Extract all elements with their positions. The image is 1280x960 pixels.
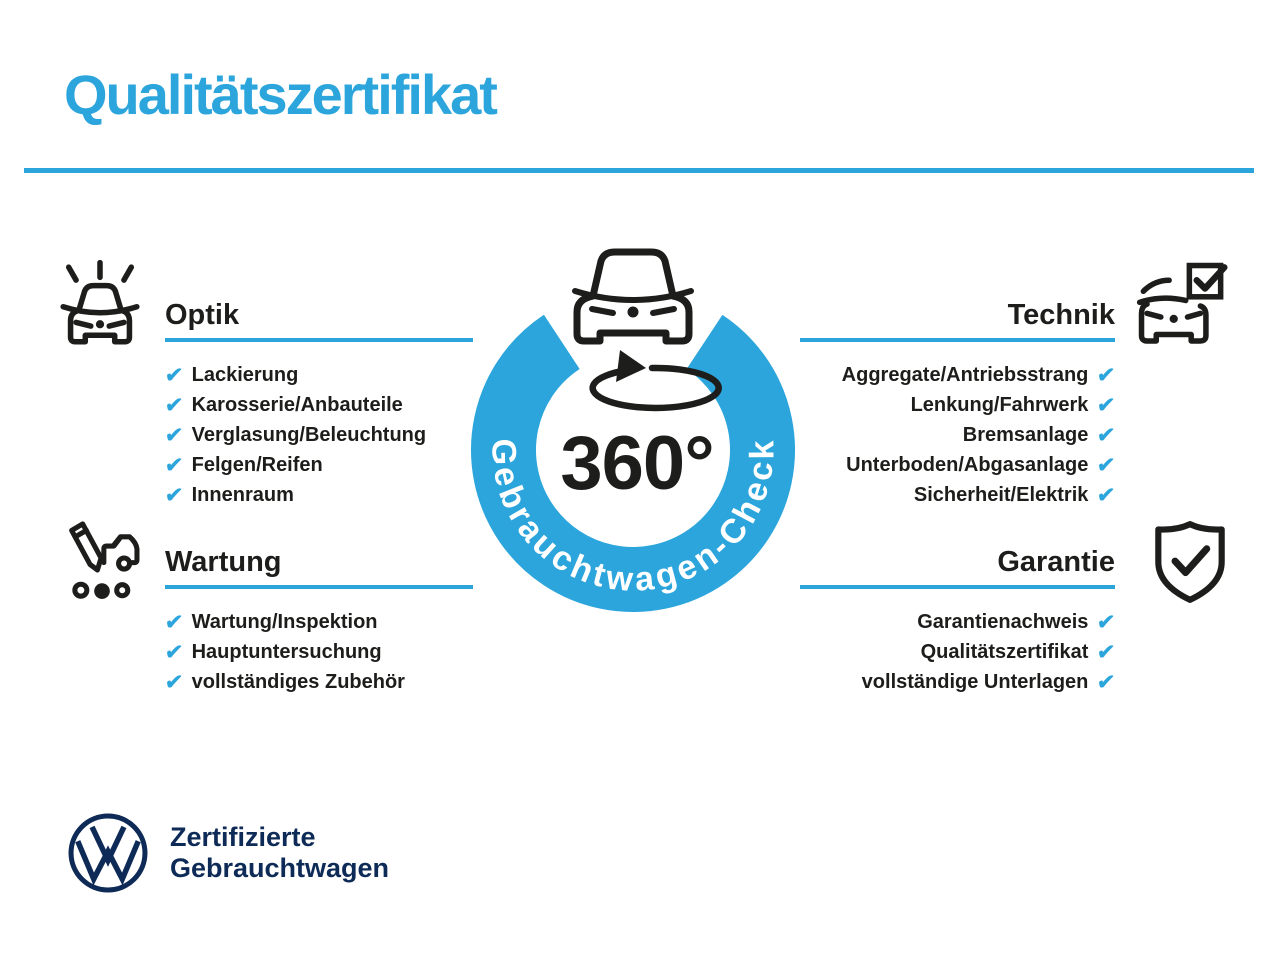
checklist-item-label: Innenraum — [191, 483, 294, 506]
section-title-garantie: Garantie — [997, 546, 1115, 578]
checklist-item: Sicherheit/Elektrik ✔ — [913, 480, 1117, 510]
checklist-item-label: Garantienachweis — [917, 610, 1089, 633]
ring — [471, 288, 795, 612]
checklist-item: vollständige Unterlagen ✔ — [861, 667, 1117, 697]
check-icon: ✔ — [163, 393, 184, 417]
check-icon: ✔ — [1096, 453, 1117, 477]
checklist-item-label: Unterboden/Abgasanlage — [846, 453, 1089, 476]
checklist-item: Unterboden/Abgasanlage ✔ — [846, 450, 1117, 480]
check-icon: ✔ — [1096, 393, 1117, 417]
check-icon: ✔ — [163, 640, 184, 664]
checklist-wartung: ✔ Wartung/Inspektion ✔ Hauptuntersuchung… — [163, 607, 405, 697]
check-icon: ✔ — [1096, 483, 1117, 507]
checklist-optik: ✔ Lackierung ✔ Karosserie/Anbauteile ✔ V… — [163, 360, 427, 510]
vw-logo-icon — [68, 813, 148, 893]
checklist-item: ✔ Innenraum — [163, 480, 426, 510]
section-divider-technik — [800, 338, 1115, 342]
checklist-item: ✔ Verglasung/Beleuchtung — [163, 420, 427, 450]
check-icon: ✔ — [1096, 610, 1117, 634]
section-title-optik: Optik — [165, 299, 240, 331]
car-checkbox-icon — [1136, 262, 1228, 344]
check-icon: ✔ — [1096, 363, 1117, 387]
check-icon: ✔ — [1096, 670, 1117, 694]
checklist-item: Lenkung/Fahrwerk ✔ — [910, 390, 1117, 420]
checklist-technik: Aggregate/Antriebsstrang ✔ Lenkung/Fahrw… — [685, 360, 1117, 510]
section-title-wartung: Wartung — [165, 546, 282, 578]
rotation-arrow — [589, 364, 722, 412]
footer-brand-text: Zertifizierte Gebrauchtwagen — [170, 822, 389, 884]
checklist-item-label: Hauptuntersuchung — [191, 640, 382, 663]
checklist-item: Qualitätszertifikat ✔ — [920, 637, 1117, 667]
section-title-technik: Technik — [1007, 299, 1115, 331]
rotation-arrowhead — [616, 350, 646, 382]
checklist-item: Garantienachweis ✔ — [917, 607, 1117, 637]
checklist-item-label: Bremsanlage — [962, 423, 1089, 446]
checklist-item-label: Lenkung/Fahrwerk — [910, 393, 1089, 416]
checklist-item: Aggregate/Antriebsstrang ✔ — [841, 360, 1117, 390]
footer-line2: Gebrauchtwagen — [170, 853, 390, 883]
checklist-item-label: Aggregate/Antriebsstrang — [841, 363, 1089, 386]
360-check-badge: Gebrauchtwagen-Check 360° — [471, 248, 795, 612]
section-divider-garantie — [800, 585, 1115, 589]
checklist-item: ✔ Lackierung — [163, 360, 426, 390]
title-divider — [24, 168, 1254, 173]
checklist-item: Bremsanlage ✔ — [962, 420, 1117, 450]
check-icon: ✔ — [163, 423, 184, 447]
checklist-item: ✔ Felgen/Reifen — [163, 450, 426, 480]
check-icon: ✔ — [163, 453, 184, 477]
checklist-item-label: Wartung/Inspektion — [191, 610, 378, 633]
checklist-item-label: vollständige Unterlagen — [861, 670, 1089, 693]
checklist-item: ✔ Hauptuntersuchung — [163, 637, 405, 667]
pencil-car-icon — [69, 521, 140, 599]
checklist-item-label: Felgen/Reifen — [191, 453, 323, 476]
check-icon: ✔ — [163, 670, 184, 694]
footer-line1: Zertifizierte — [170, 822, 316, 852]
degree-label: 360° — [560, 421, 713, 506]
check-icon: ✔ — [163, 483, 184, 507]
checklist-item-label: Qualitätszertifikat — [920, 640, 1089, 663]
page-title: Qualitätszertifikat — [64, 63, 498, 126]
checklist-item-label: vollständiges Zubehör — [191, 670, 405, 693]
car-shine-icon — [60, 259, 140, 345]
checklist-item: ✔ Wartung/Inspektion — [163, 607, 405, 637]
section-divider-wartung — [165, 585, 473, 589]
shield-check-icon — [1155, 521, 1225, 603]
checklist-item-label: Karosserie/Anbauteile — [191, 393, 403, 416]
checklist-item-label: Sicherheit/Elektrik — [913, 483, 1089, 506]
checklist-item-label: Lackierung — [191, 363, 299, 386]
checklist-item: ✔ Karosserie/Anbauteile — [163, 390, 426, 420]
check-icon: ✔ — [163, 363, 184, 387]
checklist-item-label: Verglasung/Beleuchtung — [191, 423, 427, 446]
section-divider-optik — [165, 338, 473, 342]
check-icon: ✔ — [163, 610, 184, 634]
check-icon: ✔ — [1096, 423, 1117, 447]
car-rotate-icon — [572, 248, 694, 345]
check-icon: ✔ — [1096, 640, 1117, 664]
checklist-garantie: Garantienachweis ✔ Qualitätszertifikat ✔… — [685, 607, 1117, 697]
checklist-item: ✔ vollständiges Zubehör — [163, 667, 405, 697]
